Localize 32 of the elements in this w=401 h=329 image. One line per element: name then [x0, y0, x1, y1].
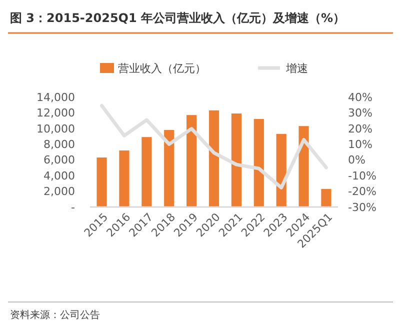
bar [119, 150, 130, 207]
y-tick-label: 6,000 [44, 154, 75, 167]
y-tick-label: - [71, 200, 76, 214]
bar [186, 115, 197, 207]
line-series [100, 104, 328, 190]
bar [208, 110, 220, 207]
y-tick-label: 12,000 [36, 106, 75, 120]
bar [96, 158, 107, 207]
bar [164, 130, 174, 207]
bar [254, 119, 264, 207]
y-tick-label: 2,000 [44, 185, 75, 198]
y2-tick-label: -10% [348, 169, 376, 182]
bar [276, 134, 286, 207]
y2-tick-label: 10% [348, 138, 372, 151]
bar [231, 114, 242, 207]
chart-title: 图 3：2015-2025Q1 年公司营业收入（亿元）及增速（%） [10, 11, 346, 25]
bar [142, 137, 152, 207]
y2-tick-label: 30% [348, 106, 372, 120]
legend-label: 营业收入（亿元） [118, 62, 206, 75]
y-tick-label: 10,000 [36, 122, 75, 136]
y2-tick-label: 0% [348, 154, 366, 167]
legend-label: 增速 [285, 62, 308, 75]
y2-tick-label: -30% [348, 200, 376, 214]
y-tick-label: 14,000 [36, 90, 75, 104]
y2-tick-label: 40% [348, 90, 372, 104]
y-tick-label: 8,000 [44, 138, 75, 151]
bar [321, 188, 332, 207]
bar [298, 126, 309, 207]
y2-tick-label: -20% [348, 185, 376, 198]
y-tick-label: 4,000 [44, 169, 75, 182]
y2-tick-label: 20% [348, 122, 372, 136]
text: 资料来源：公司公告 [10, 309, 100, 321]
